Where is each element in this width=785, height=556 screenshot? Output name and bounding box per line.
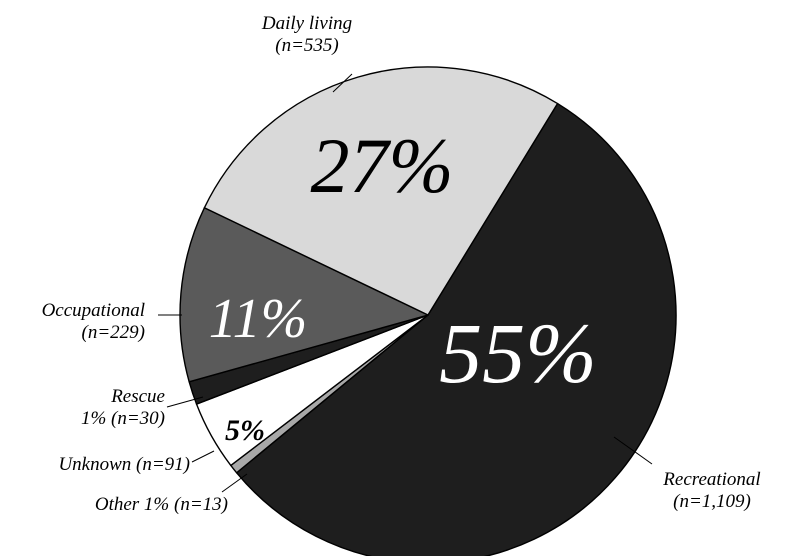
percent-label-daily-living: 27% — [311, 122, 454, 209]
leader-line-daily-living — [332, 73, 353, 93]
category-label-daily-living: Daily living (n=535) — [261, 13, 352, 56]
slice-occupational — [179, 207, 429, 383]
leader-line-rescue — [166, 396, 204, 408]
percent-labels: 55% 5% 11% 27% — [209, 122, 597, 447]
slice-recreational — [235, 102, 677, 556]
category-label-recreational: Recreational (n=1,109) — [662, 469, 760, 512]
slice-daily-living — [203, 66, 559, 316]
category-label-rescue: Rescue 1% (n=30) — [81, 386, 165, 429]
pie-slices — [179, 66, 677, 556]
category-label-unknown: Unknown (n=91) — [58, 454, 190, 475]
leader-line-recreational — [613, 436, 653, 465]
category-label-occupational: Occupational (n=229) — [42, 300, 145, 343]
leader-line-unknown — [191, 450, 215, 463]
percent-label-occupational: 11% — [209, 288, 308, 350]
category-label-other: Other 1% (n=13) — [95, 494, 228, 515]
category-labels: Recreational (n=1,109) Other 1% (n=13) Unkn… — [42, 13, 761, 515]
percent-label-unknown: 5% — [225, 414, 265, 447]
percent-label-recreational: 55% — [439, 305, 597, 401]
leader-lines — [158, 73, 653, 493]
leader-line-other — [221, 473, 248, 493]
